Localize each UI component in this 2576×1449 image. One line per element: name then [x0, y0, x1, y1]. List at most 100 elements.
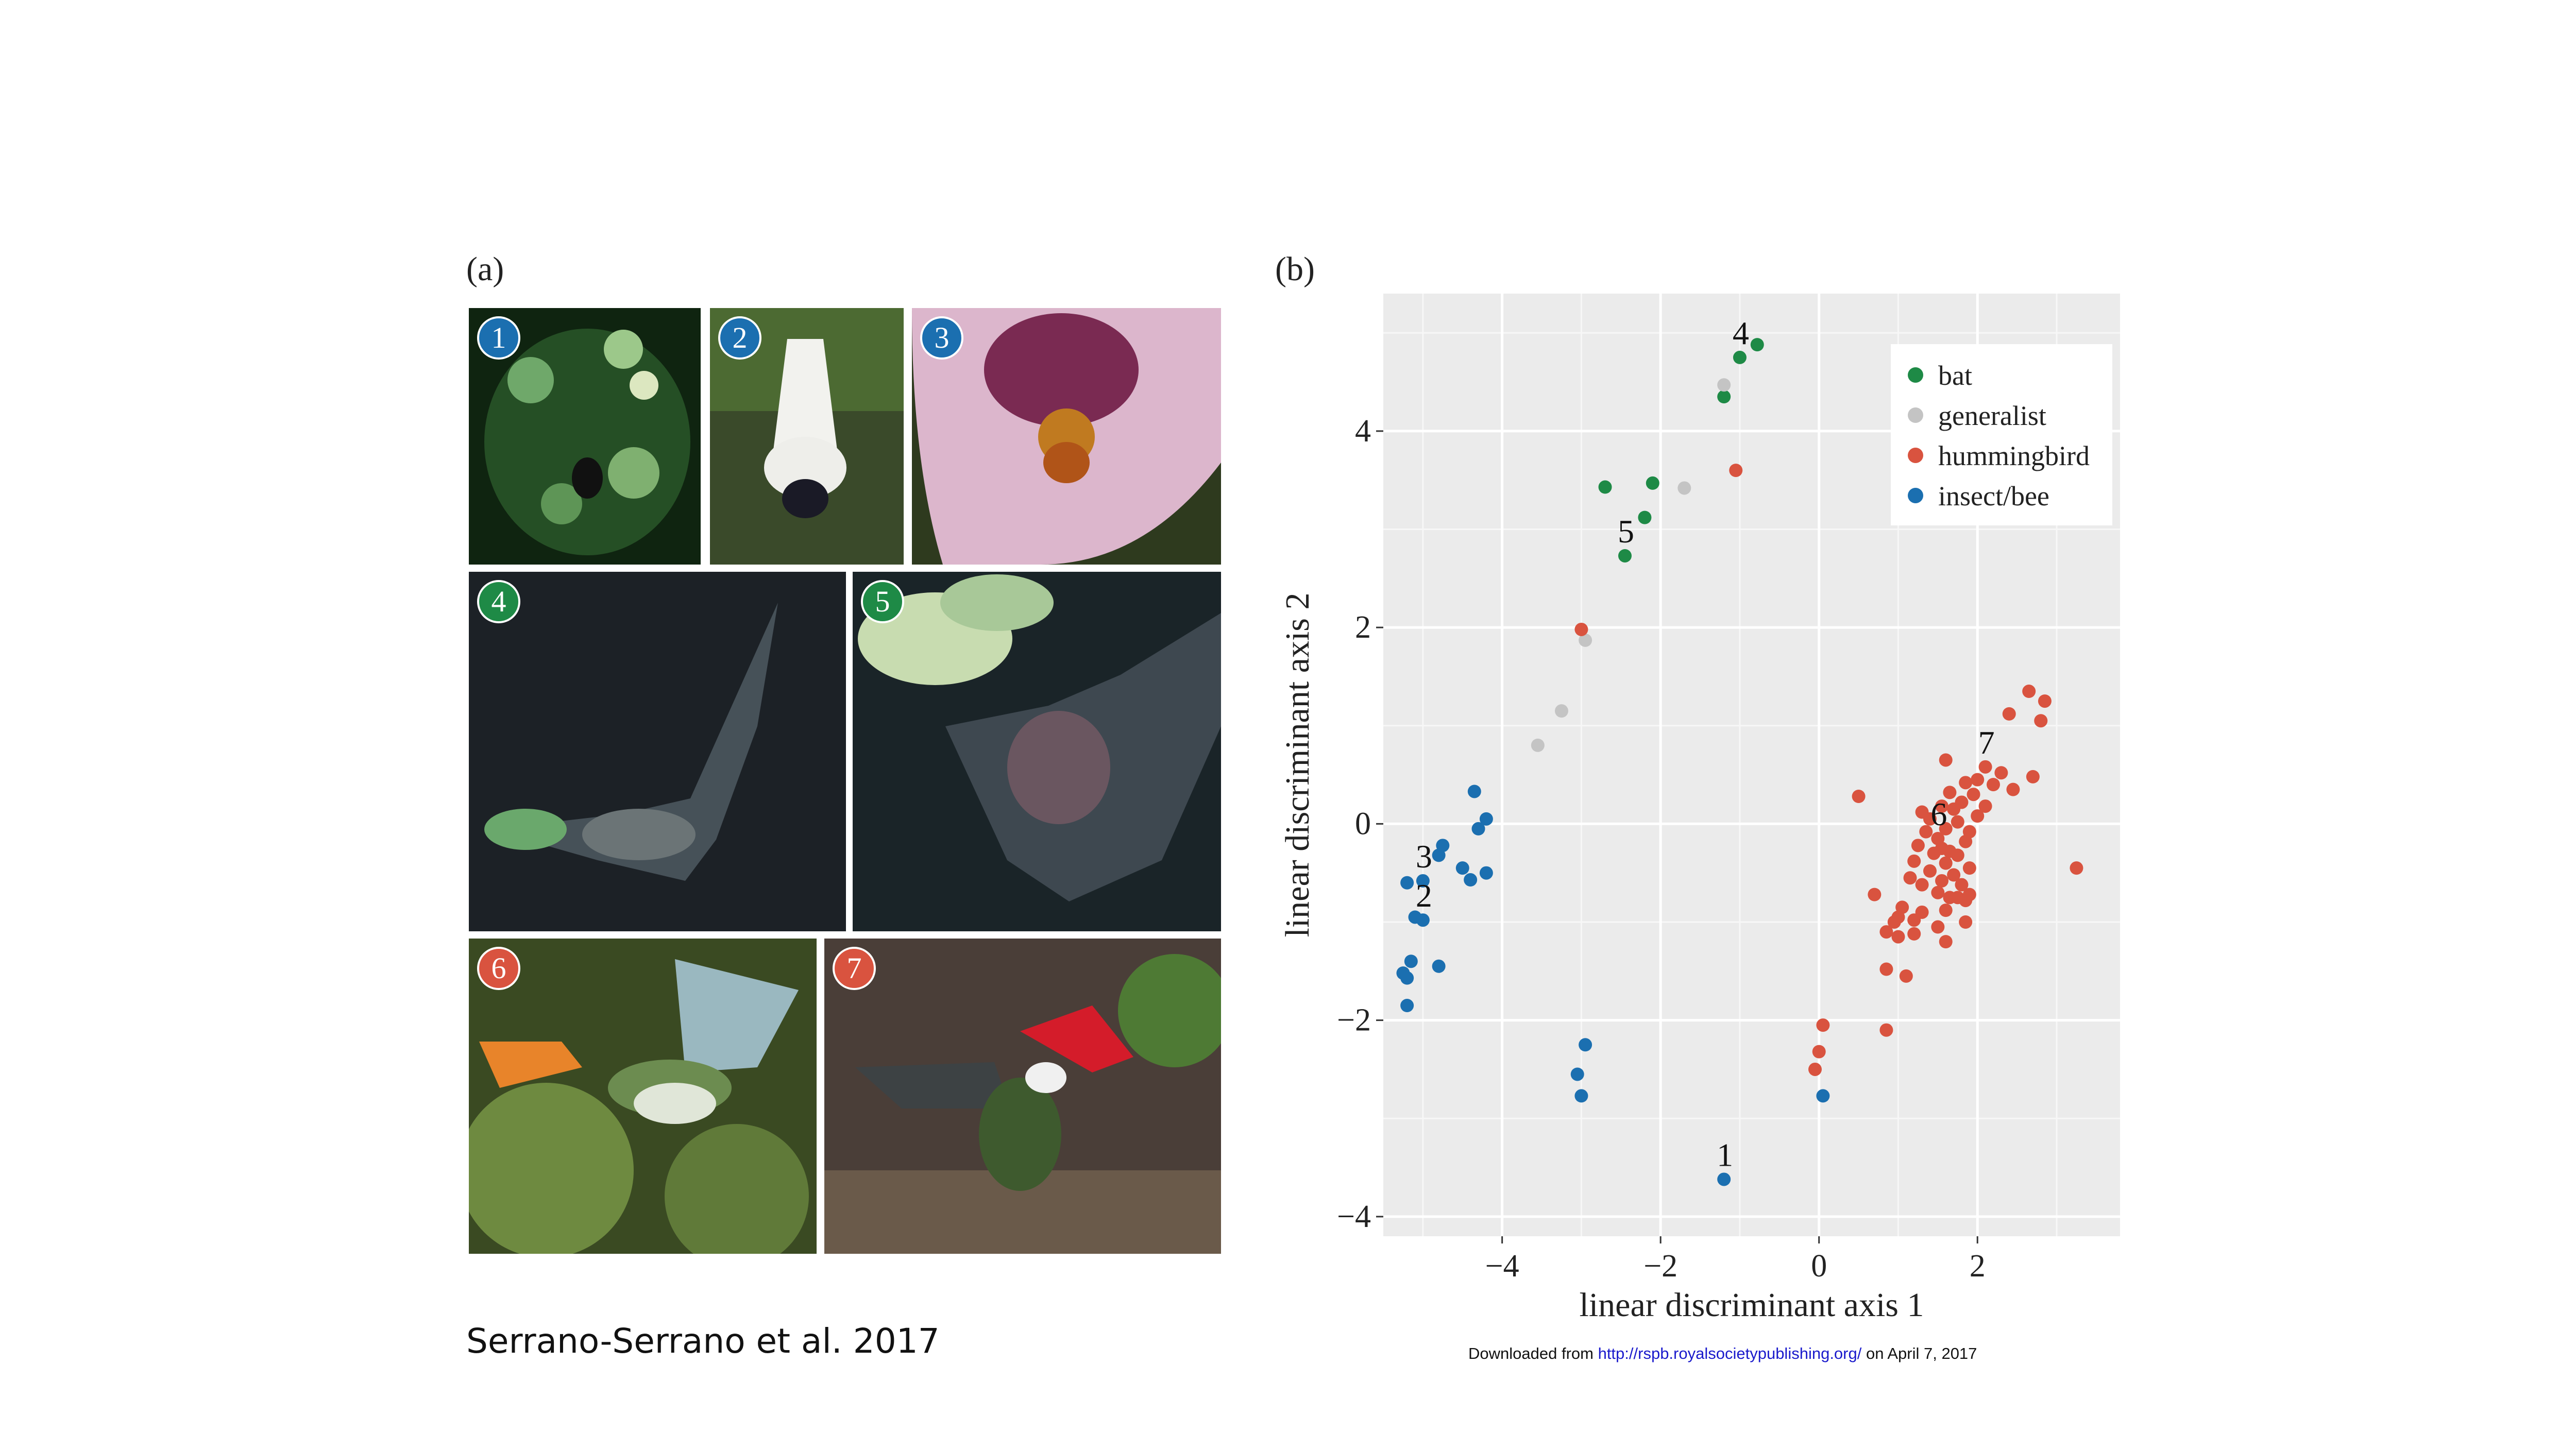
data-point — [1432, 848, 1446, 862]
data-point — [1986, 778, 2000, 792]
data-point — [1879, 1023, 1893, 1037]
data-point — [1939, 753, 1953, 767]
data-point — [1959, 834, 1973, 848]
data-point — [1455, 861, 1469, 875]
data-point — [1907, 927, 1921, 941]
data-point — [1971, 809, 1985, 823]
hummingbird-red-flower-image — [824, 939, 1221, 1254]
data-point — [1962, 861, 1976, 875]
data-point — [1943, 786, 1957, 799]
legend-swatch — [1908, 448, 1923, 463]
photo-1-badge: 1 — [477, 316, 520, 360]
data-point — [1750, 338, 1764, 352]
data-points — [1396, 338, 2083, 1186]
data-point — [1717, 1172, 1731, 1186]
data-point — [1618, 549, 1632, 562]
point-annotation: 5 — [1618, 513, 1634, 550]
data-point — [1911, 839, 1925, 853]
data-point — [1939, 822, 1953, 836]
bee-pink-flower-image — [912, 308, 1221, 565]
series-insect-bee — [1396, 785, 1830, 1186]
photo-7: 7 — [824, 939, 1221, 1254]
data-point — [1717, 378, 1731, 392]
data-point — [1598, 480, 1612, 494]
data-point — [1947, 868, 1961, 882]
data-point — [1935, 874, 1949, 888]
legend: bat generalist hummingbird insect/bee — [1891, 344, 2112, 525]
data-point — [1479, 812, 1493, 826]
x-tick-label: 0 — [1811, 1249, 1827, 1284]
data-point — [1879, 925, 1893, 939]
download-link[interactable]: http://rspb.royalsocietypublishing.org/ — [1598, 1344, 1862, 1362]
data-point — [2038, 694, 2052, 708]
axes: −4 −2 0 2 −4 −2 0 2 4 — [1337, 414, 1986, 1284]
gridlines — [1383, 294, 2120, 1236]
data-point — [1967, 788, 1980, 802]
data-point — [1646, 476, 1659, 490]
data-point — [1931, 920, 1945, 934]
legend-label: generalist — [1938, 400, 2046, 431]
data-point — [1464, 873, 1478, 887]
legend-swatch — [1908, 488, 1923, 503]
data-point — [1400, 876, 1414, 890]
download-suffix: on April 7, 2017 — [1861, 1344, 1977, 1362]
x-tick-label: −4 — [1485, 1249, 1519, 1284]
data-point — [1907, 913, 1921, 927]
x-tick-label: 2 — [1970, 1249, 1986, 1284]
y-axis-label: linear discriminant axis 2 — [1279, 593, 1316, 937]
legend-swatch — [1908, 367, 1923, 383]
y-tick-label: −4 — [1337, 1199, 1371, 1234]
photo-5-badge: 5 — [861, 580, 904, 623]
data-point — [1677, 481, 1691, 495]
photo-1: 1 — [469, 308, 701, 565]
data-point — [1638, 510, 1652, 524]
data-point — [1927, 846, 1941, 860]
photo-6: 6 — [469, 939, 817, 1254]
data-point — [1733, 350, 1747, 364]
point-annotation: 2 — [1416, 877, 1432, 914]
data-point — [1887, 915, 1901, 929]
series-bat — [1598, 338, 1764, 562]
data-point — [1479, 866, 1493, 880]
bee-white-flower-image — [710, 308, 904, 565]
x-axis-label: linear discriminant axis 1 — [1580, 1286, 1924, 1324]
data-point — [1971, 773, 1985, 787]
data-point — [1868, 888, 1882, 901]
data-point — [1471, 822, 1485, 836]
legend-label: hummingbird — [1938, 440, 2090, 471]
data-point — [1939, 856, 1953, 870]
y-tick-label: −2 — [1337, 1003, 1371, 1038]
panel-b-label: (b) — [1275, 250, 1315, 288]
data-point — [1404, 954, 1418, 968]
point-annotation: 7 — [1978, 724, 1995, 761]
data-point — [2034, 714, 2048, 728]
data-point — [1574, 1089, 1588, 1103]
point-annotation: 4 — [1733, 315, 1749, 351]
data-point — [1579, 633, 1592, 647]
photo-3: 3 — [912, 308, 1221, 565]
data-point — [2006, 782, 2020, 796]
data-point — [1907, 854, 1921, 868]
data-point — [2070, 861, 2083, 875]
photo-4: 4 — [469, 572, 846, 931]
data-point — [1915, 878, 1929, 892]
photo-3-badge: 3 — [920, 316, 963, 360]
hummingbird-orange-flower-image — [469, 939, 817, 1254]
data-point — [1570, 1067, 1584, 1081]
download-prefix: Downloaded from — [1468, 1344, 1598, 1362]
data-point — [2002, 707, 2016, 721]
download-note: Downloaded from http://rspb.royalsociety… — [1468, 1344, 1977, 1363]
legend-label: bat — [1938, 360, 1972, 391]
data-point — [1816, 1018, 1830, 1032]
data-point — [1879, 962, 1893, 976]
data-point — [1852, 790, 1866, 803]
data-point — [1959, 894, 1973, 908]
data-point — [1899, 969, 1913, 983]
data-point — [1400, 971, 1414, 985]
data-point — [1891, 930, 1905, 944]
photo-6-badge: 6 — [477, 947, 520, 990]
legend-swatch — [1908, 407, 1923, 423]
data-point — [1400, 999, 1414, 1013]
